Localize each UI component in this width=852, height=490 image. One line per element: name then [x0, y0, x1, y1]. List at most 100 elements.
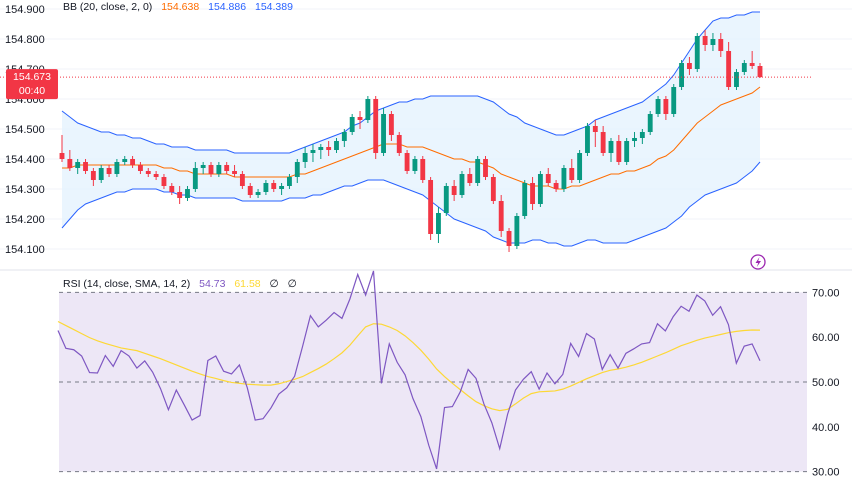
price-tag-price: 154.673: [13, 71, 51, 83]
price-axis-tick-label: 154.400: [5, 154, 45, 166]
candle-body: [83, 162, 88, 171]
candle: [451, 180, 457, 201]
candle-body: [749, 63, 755, 66]
rsi-axis-tick-label: 30.00: [812, 467, 840, 479]
bb-fill: [62, 12, 760, 246]
candle-body: [600, 132, 606, 153]
candle: [396, 132, 402, 156]
candle-body: [718, 39, 724, 51]
price-axis-tick-label: 154.800: [5, 34, 45, 46]
candle: [263, 180, 269, 195]
candle: [365, 96, 371, 123]
candle: [114, 159, 120, 177]
candle: [106, 165, 112, 177]
candle: [483, 156, 488, 180]
candle-body: [585, 126, 590, 153]
candle-body: [694, 36, 700, 69]
candle-body: [428, 180, 434, 234]
candle: [98, 165, 104, 183]
candle-body: [514, 216, 520, 246]
rsi-line: [57, 270, 761, 470]
candle-body: [655, 99, 661, 114]
svg-text:RSI (14, close, SMA, 14, 2)[interactable]: RSI (14, close, SMA, 14, 2) 54.73 61.58 …: [63, 278, 297, 290]
rsi-axis-tick-label: 50.00: [812, 377, 840, 389]
candle-body: [90, 171, 96, 180]
bb-legend[interactable]: BB (20, close, 2, 0) 154.638 154.886 154…: [63, 1, 293, 13]
candle: [247, 183, 253, 198]
candle-body: [483, 159, 488, 177]
candle: [639, 129, 645, 144]
candle-body: [287, 177, 292, 186]
candle-body: [671, 87, 677, 114]
candle: [506, 228, 512, 252]
rsi-axis-tick-label: 60.00: [812, 332, 840, 344]
candle-body: [726, 51, 732, 87]
candle-body: [443, 186, 449, 213]
candle: [232, 165, 237, 177]
candle-body: [216, 165, 222, 174]
candle-body: [404, 153, 410, 171]
candle: [616, 135, 622, 165]
lightning-icon-bolt[interactable]: [755, 257, 762, 267]
candle: [271, 180, 277, 192]
rsi-legend-rsi-value: 54.73: [199, 278, 225, 290]
candle: [585, 123, 590, 156]
lightning-icon-ring[interactable]: [750, 254, 766, 270]
rsi-legend-label[interactable]: RSI (14, close, SMA, 14, 2): [63, 278, 190, 290]
candle: [302, 147, 308, 168]
rsi-legend[interactable]: RSI (14, close, SMA, 14, 2) 54.73 61.58 …: [63, 278, 297, 290]
candle: [153, 171, 159, 180]
candle: [624, 138, 630, 165]
candle-body: [592, 126, 598, 132]
candle-body: [467, 174, 473, 183]
candle: [436, 207, 441, 243]
rsi-legend-na-2: ∅: [288, 278, 297, 290]
candle-body: [734, 72, 739, 87]
rsi-band: [59, 292, 807, 472]
candle: [145, 168, 151, 177]
candle-body: [122, 159, 128, 162]
candle-body: [341, 132, 347, 141]
candle-body: [310, 150, 316, 153]
candle: [569, 159, 575, 183]
rsi-series: [57, 270, 761, 470]
candle-body: [326, 147, 332, 150]
candle: [326, 141, 332, 156]
bb-legend-lower-value: 154.389: [255, 1, 293, 13]
candle: [741, 60, 747, 75]
candle: [467, 168, 473, 186]
candle-body: [679, 63, 685, 87]
candle-body: [357, 117, 363, 120]
bb-legend-label[interactable]: BB (20, close, 2, 0): [63, 1, 152, 13]
candle-body: [498, 201, 504, 231]
candle: [357, 111, 363, 129]
candle: [373, 96, 379, 159]
candle: [90, 168, 96, 186]
candle: [671, 84, 677, 117]
candle-body: [255, 192, 261, 195]
candle: [710, 33, 716, 51]
candle: [388, 111, 394, 141]
svg-text:BB (20, close, 2, 0) 1[interactable]: BB (20, close, 2, 0) 154.638 154.886 154…: [63, 1, 293, 13]
candle: [443, 183, 449, 216]
candle-body: [232, 171, 237, 174]
candle: [561, 165, 567, 192]
candle-body: [114, 162, 120, 174]
candle: [208, 162, 214, 177]
candle: [318, 144, 324, 159]
lightning-icon[interactable]: [750, 254, 766, 270]
candle: [577, 150, 583, 183]
candle-body: [153, 174, 159, 177]
candle-body: [624, 141, 630, 162]
candle-body: [388, 114, 394, 135]
candle: [75, 159, 81, 174]
candle: [130, 156, 136, 168]
candle-body: [200, 165, 206, 168]
candle: [279, 183, 285, 195]
candle-body: [302, 153, 308, 162]
candle-body: [239, 174, 245, 186]
candle-body: [75, 162, 81, 168]
candle-body: [59, 153, 65, 159]
